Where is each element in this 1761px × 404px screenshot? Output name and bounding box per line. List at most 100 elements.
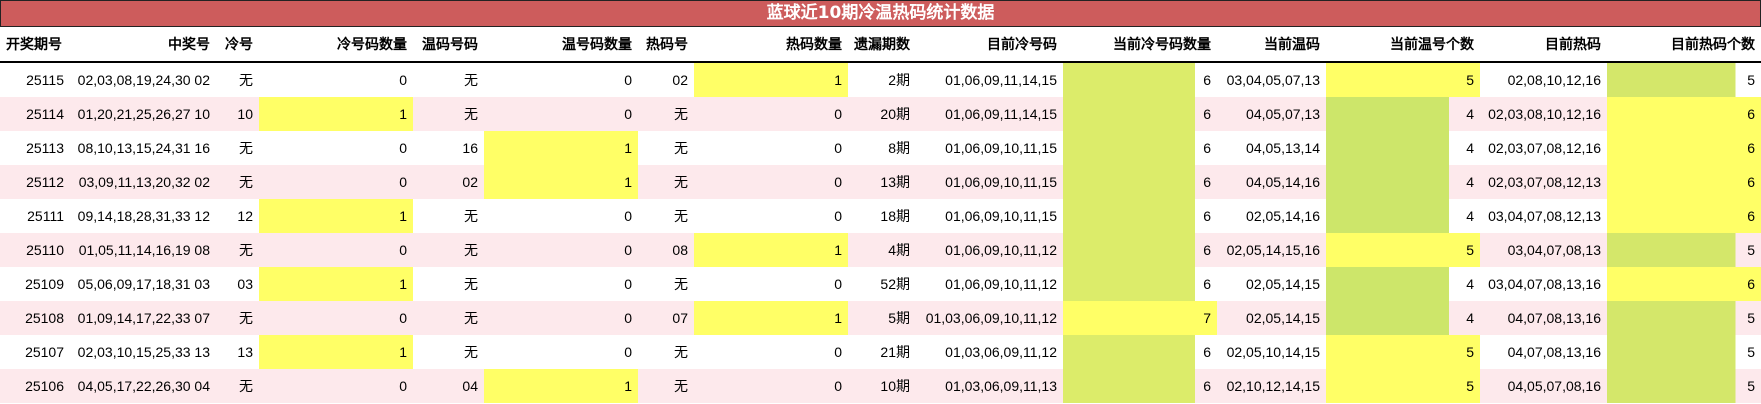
table-cell: 03,04,07,08,12,13 xyxy=(1488,208,1601,224)
table-cell: 5 xyxy=(1326,369,1480,403)
table-cell: 0 xyxy=(484,301,638,335)
table-cell: 6 xyxy=(1607,131,1761,165)
table-cell: 0 xyxy=(399,140,407,156)
table-cell: 0 xyxy=(834,208,842,224)
table-cell: 5 xyxy=(1607,335,1761,369)
table-cell: 25115 xyxy=(26,72,64,88)
table-cell: 08,10,13,15,24,31 16 xyxy=(77,140,210,156)
table-cell: 无 xyxy=(674,276,688,292)
table-cell: 08 xyxy=(638,233,694,267)
table-cell: 无 xyxy=(674,140,688,156)
table-cell: 6 xyxy=(1607,267,1761,301)
table-cell: 10期 xyxy=(848,369,916,403)
table-cell: 4 xyxy=(1326,131,1480,165)
table-cell: 01,06,09,11,14,15 xyxy=(916,97,1063,131)
table-cell: 4 xyxy=(1326,301,1480,335)
table-cell: 05,06,09,17,18,31 03 xyxy=(77,276,210,292)
table-cell: 04,05,17,22,26,30 04 xyxy=(70,369,216,403)
table-cell: 04,05,07,13 xyxy=(1217,97,1326,131)
table-cell: 无 xyxy=(464,276,478,292)
table-cell: 01,06,09,10,11,15 xyxy=(945,140,1057,156)
table-cell: 20期 xyxy=(848,97,916,131)
table-cell: 02,05,14,15 xyxy=(1217,301,1326,335)
column-header: 冷号码数量 xyxy=(259,27,413,63)
column-header: 中奖号 xyxy=(70,27,216,63)
table-cell: 0 xyxy=(259,369,413,403)
table-cell: 0 xyxy=(834,140,842,156)
table-row: 25108 01,09,14,17,22,33 07 无 0 无 0 07 1 5期 01,03,… xyxy=(0,301,1761,335)
table-cell: 无 xyxy=(216,369,259,403)
table-cell: 25110 xyxy=(0,233,70,267)
table-cell: 13期 xyxy=(848,165,916,199)
table-cell: 6 xyxy=(1063,199,1217,233)
table-cell: 09,14,18,28,31,33 12 xyxy=(77,208,210,224)
table-cell: 4 xyxy=(1326,165,1480,199)
table-row: 25106 04,05,17,22,26,30 04 无 0 04 1 无 0 10期 01,03… xyxy=(0,369,1761,403)
table-cell: 02,03,08,19,24,30 02 xyxy=(77,72,210,88)
table-row: 25111 09,14,18,28,31,33 12 12 1 无 0 无 0 18期 01,06… xyxy=(0,199,1761,233)
table-cell: 03,04,07,08,13 xyxy=(1480,233,1607,267)
table-cell: 5 xyxy=(1326,233,1480,267)
table-cell: 6 xyxy=(1063,131,1217,165)
table-cell: 6 xyxy=(1063,165,1217,199)
table-cell: 04,07,08,13,16 xyxy=(1480,301,1607,335)
table-cell: 1 xyxy=(484,131,638,165)
table-cell: 6 xyxy=(1607,97,1761,131)
table-cell: 8期 xyxy=(888,140,910,156)
table-cell: 04,05,07,08,16 xyxy=(1480,369,1607,403)
table-cell: 6 xyxy=(1607,199,1761,233)
table-cell: 0 xyxy=(259,301,413,335)
table-cell: 25111 xyxy=(27,208,64,224)
table-cell: 无 xyxy=(638,165,694,199)
table-cell: 6 xyxy=(1063,97,1217,131)
table-title: 蓝球近10期冷温热码统计数据 xyxy=(0,0,1761,27)
table-cell: 4 xyxy=(1326,199,1480,233)
table-cell: 0 xyxy=(624,344,632,360)
table-cell: 无 xyxy=(464,72,478,88)
table-cell: 无 xyxy=(216,301,259,335)
table-cell: 无 xyxy=(638,369,694,403)
header-row: 开奖期号 中奖号 冷号 冷号码数量 温码号码 温号码数量 热码号 热码数量 遗漏期数 目前冷号码当… xyxy=(0,27,1761,63)
table-cell: 01,03,06,09,11,12 xyxy=(945,344,1057,360)
table-cell: 03 xyxy=(237,276,253,292)
table-cell: 0 xyxy=(259,165,413,199)
table-cell: 1 xyxy=(484,165,638,199)
table-cell: 4 xyxy=(1326,97,1480,131)
table-cell: 02,03,10,15,25,33 13 xyxy=(77,344,210,360)
table-cell: 02,05,14,16 xyxy=(1246,208,1320,224)
table-cell: 04 xyxy=(413,369,484,403)
table-cell: 无 xyxy=(674,344,688,360)
table-cell: 5 xyxy=(1607,233,1761,267)
column-header: 温码号码 xyxy=(413,27,484,63)
table-cell: 5 xyxy=(1326,62,1480,97)
table-cell: 21期 xyxy=(880,344,910,360)
table-cell: 1 xyxy=(259,199,413,233)
table-cell: 0 xyxy=(484,97,638,131)
table-cell: 01,09,14,17,22,33 07 xyxy=(70,301,216,335)
table-cell: 02 xyxy=(672,72,688,88)
table-cell: 5 xyxy=(1607,301,1761,335)
table-cell: 25107 xyxy=(25,344,64,360)
table-cell: 25108 xyxy=(0,301,70,335)
table-cell: 0 xyxy=(624,208,632,224)
table-cell: 13 xyxy=(237,344,253,360)
table-cell: 01,20,21,25,26,27 10 xyxy=(70,97,216,131)
table-cell: 16 xyxy=(462,140,478,156)
table-cell: 1 xyxy=(259,267,413,301)
table-cell: 5期 xyxy=(848,301,916,335)
table-cell: 1 xyxy=(694,233,848,267)
table-cell: 01,06,09,10,11,12 xyxy=(945,276,1057,292)
column-header: 目前热码个数 xyxy=(1607,27,1761,63)
table-cell: 04,07,08,13,16 xyxy=(1507,344,1601,360)
table-cell: 0 xyxy=(624,276,632,292)
table-row: 25112 03,09,11,13,20,32 02 无 0 02 1 无 0 13期 01,06… xyxy=(0,165,1761,199)
column-header: 温号码数量 xyxy=(484,27,638,63)
table-cell: 0 xyxy=(484,233,638,267)
table-cell: 0 xyxy=(694,97,848,131)
table-cell: 01,06,09,10,11,15 xyxy=(916,165,1063,199)
table-cell: 0 xyxy=(694,369,848,403)
table-cell: 52期 xyxy=(880,276,910,292)
table-cell: 1 xyxy=(694,62,848,97)
table-cell: 02,03,08,10,12,16 xyxy=(1480,97,1607,131)
table-cell: 7 xyxy=(1063,301,1217,335)
